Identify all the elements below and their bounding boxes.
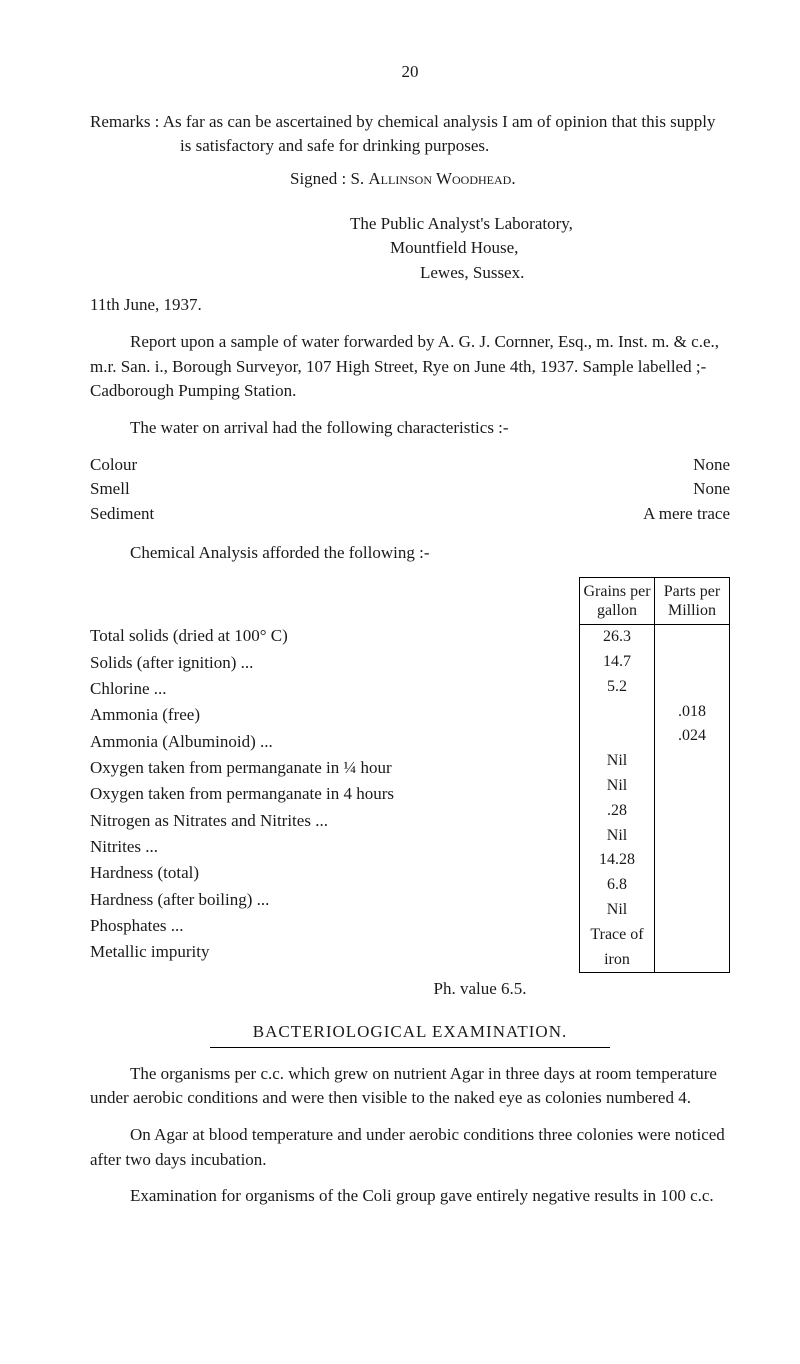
table-cell xyxy=(655,873,729,898)
char-label: Sediment xyxy=(90,502,154,527)
table-cell xyxy=(655,774,729,799)
analysis-labels-column: Total solids (dried at 100° C) Solids (a… xyxy=(90,577,579,965)
table-row-label: Nitrogen as Nitrates and Nitrites ... xyxy=(90,808,571,834)
table-cell: 6.8 xyxy=(580,873,654,898)
table-cell xyxy=(655,650,729,675)
lab-line-3: Lewes, Sussex. xyxy=(350,261,730,286)
bacteriological-heading: BACTERIOLOGICAL EXAMINATION. xyxy=(90,1020,730,1045)
table-row-label: Phosphates ... xyxy=(90,913,571,939)
analysis-intro: Chemical Analysis afforded the following… xyxy=(90,541,730,566)
table-cell xyxy=(655,898,729,923)
table-cell xyxy=(655,948,729,973)
char-label: Smell xyxy=(90,477,130,502)
table-cell: 26.3 xyxy=(580,625,654,650)
char-row: Smell None xyxy=(90,477,730,502)
table-cell: 14.28 xyxy=(580,848,654,873)
table-row-label: Ammonia (free) xyxy=(90,702,571,728)
table-cell xyxy=(580,724,654,749)
char-row: Colour None xyxy=(90,453,730,478)
remarks-body: As far as can be ascertained by chemical… xyxy=(163,112,716,156)
table-cell: 5.2 xyxy=(580,675,654,700)
table-row-label: Metallic impurity xyxy=(90,939,571,965)
remarks-text: Remarks : As far as can be ascertained b… xyxy=(90,110,730,159)
table-cell: Nil xyxy=(580,898,654,923)
table-cell xyxy=(655,923,729,948)
char-value: None xyxy=(693,477,730,502)
report-paragraph: Report upon a sample of water forwarded … xyxy=(90,330,730,404)
table-row-label: Solids (after ignition) ... xyxy=(90,650,571,676)
signed-name: Allinson Woodhead. xyxy=(368,169,515,188)
table-row-label: Chlorine ... xyxy=(90,676,571,702)
characteristics-list: Colour None Smell None Sediment A mere t… xyxy=(90,453,730,527)
analysis-table: Total solids (dried at 100° C) Solids (a… xyxy=(90,577,730,973)
table-cell: Nil xyxy=(580,824,654,849)
column-header: Parts per Million xyxy=(655,578,729,625)
table-cell xyxy=(655,749,729,774)
table-row-label: Hardness (total) xyxy=(90,860,571,886)
water-intro: The water on arrival had the following c… xyxy=(90,416,730,441)
lab-line-1: The Public Analyst's Laboratory, xyxy=(350,212,730,237)
bact-para-2: On Agar at blood temperature and under a… xyxy=(90,1123,730,1172)
table-cell xyxy=(580,700,654,725)
ph-value: Ph. value 6.5. xyxy=(90,977,730,1002)
char-value: A mere trace xyxy=(643,502,730,527)
grains-column: Grains per gallon 26.3 14.7 5.2 Nil Nil … xyxy=(580,578,655,972)
page-number: 20 xyxy=(90,60,730,85)
table-cell: Nil xyxy=(580,774,654,799)
char-label: Colour xyxy=(90,453,137,478)
table-cell xyxy=(655,848,729,873)
date-line: 11th June, 1937. xyxy=(90,293,730,318)
table-cell xyxy=(655,799,729,824)
table-cell: iron xyxy=(580,948,654,973)
signed-prefix: Signed : S. xyxy=(290,169,368,188)
table-row-label: Hardness (after boiling) ... xyxy=(90,887,571,913)
table-cell xyxy=(655,824,729,849)
table-row-label: Ammonia (Albuminoid) ... xyxy=(90,729,571,755)
table-cell: Trace of xyxy=(580,923,654,948)
analysis-data-box: Grains per gallon 26.3 14.7 5.2 Nil Nil … xyxy=(579,577,730,973)
parts-column: Parts per Million .018 .024 xyxy=(655,578,729,972)
table-cell: 14.7 xyxy=(580,650,654,675)
remarks-block: Remarks : As far as can be ascertained b… xyxy=(90,110,730,192)
table-cell: Nil xyxy=(580,749,654,774)
table-cell xyxy=(655,625,729,650)
table-row-label: Nitrites ... xyxy=(90,834,571,860)
table-cell: .28 xyxy=(580,799,654,824)
table-cell: .018 xyxy=(655,700,729,725)
table-row-label: Total solids (dried at 100° C) xyxy=(90,623,571,649)
heading-rule xyxy=(210,1047,610,1048)
char-value: None xyxy=(693,453,730,478)
table-row-label: Oxygen taken from permanganate in 4 hour… xyxy=(90,781,571,807)
table-row-label: Oxygen taken from permanganate in ¼ hour xyxy=(90,755,571,781)
char-row: Sediment A mere trace xyxy=(90,502,730,527)
signed-line: Signed : S. Allinson Woodhead. xyxy=(90,167,730,192)
bact-para-1: The organisms per c.c. which grew on nut… xyxy=(90,1062,730,1111)
table-cell: .024 xyxy=(655,724,729,749)
column-header: Grains per gallon xyxy=(580,578,654,625)
lab-line-2: Mountfield House, xyxy=(350,236,730,261)
table-cell xyxy=(655,675,729,700)
remarks-prefix: Remarks : xyxy=(90,112,159,131)
laboratory-address: The Public Analyst's Laboratory, Mountfi… xyxy=(90,212,730,286)
header-spacer xyxy=(90,577,571,623)
bact-para-3: Examination for organisms of the Coli gr… xyxy=(90,1184,730,1209)
